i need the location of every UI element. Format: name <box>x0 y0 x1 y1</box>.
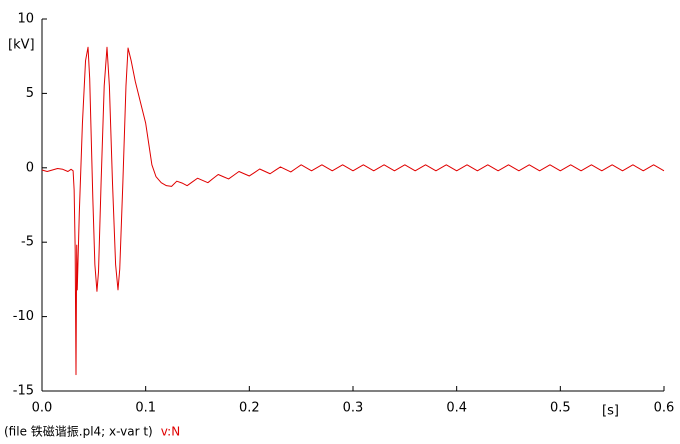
data-line <box>41 46 665 376</box>
legend-entry: v:N <box>161 425 180 439</box>
y-tick-label: 10 <box>17 12 34 27</box>
x-tick-label: 0.0 <box>32 401 53 416</box>
y-tick-label: 0 <box>26 160 34 175</box>
x-axis-label: [s] <box>602 404 619 419</box>
y-axis-label: [kV] <box>8 38 35 53</box>
x-tick-label: 0.5 <box>550 401 571 416</box>
x-tick-label: 0.2 <box>239 401 260 416</box>
caption: (file 铁磁谐振.pl4; x-var t) <box>4 424 153 439</box>
x-tick-label: 0.1 <box>135 401 156 416</box>
x-tick-label: 0.4 <box>446 401 467 416</box>
y-tick-label: -10 <box>13 309 34 324</box>
x-tick-label: 0.6 <box>654 401 675 416</box>
y-tick-label: -5 <box>21 235 34 250</box>
x-tick-label: 0.3 <box>343 401 364 416</box>
y-tick-label: -15 <box>13 384 34 399</box>
y-tick-label: 5 <box>26 86 34 101</box>
